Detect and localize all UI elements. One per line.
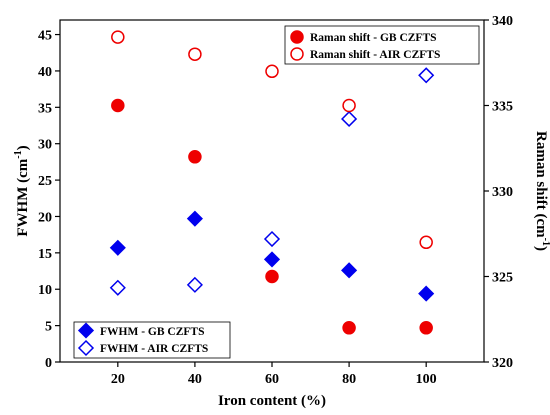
x-tick-label: 20: [111, 372, 125, 387]
fwhm-gb-point: [263, 251, 281, 268]
legend-marker-fwhm-air: [77, 339, 95, 357]
fwhm-gb-point: [418, 285, 435, 302]
x-tick-label: 100: [416, 372, 437, 387]
y-right-tick-label: 340: [492, 14, 513, 29]
x-axis-title: Iron content (%): [218, 393, 326, 409]
fwhm-air-point: [263, 230, 281, 248]
y-left-tick-label: 0: [45, 356, 52, 371]
legend-fwhm-box: [73, 321, 231, 359]
x-tick-label: 60: [265, 372, 279, 387]
y-left-tick-label: 10: [38, 283, 52, 298]
legend-label-fwhm-gb: FWHM - GB CZFTS: [100, 326, 204, 338]
legend-label-raman-air: Raman shift - AIR CZFTS: [310, 49, 440, 61]
y-left-tick-label: 45: [38, 29, 52, 44]
raman-gb-point: [419, 321, 433, 335]
raman-air-point: [419, 235, 433, 250]
raman-gb-point: [111, 98, 125, 113]
fwhm-air-point: [418, 67, 435, 84]
y-right-tick-label: 325: [492, 271, 513, 286]
y-left-tick-label: 35: [38, 101, 52, 116]
y-left-tick-label: 40: [38, 65, 52, 80]
y-left-tick-label: 25: [38, 174, 52, 189]
legend-fwhm: FWHM - GB CZFTS FWHM - AIR CZFTS: [73, 321, 231, 359]
legend-raman: Raman shift - GB CZFTS Raman shift - AIR…: [284, 25, 480, 65]
fwhm-air-point: [186, 276, 203, 293]
raman-gb-point: [188, 150, 202, 164]
y-left-tick-label: 30: [38, 138, 52, 153]
y-right-tick-label: 335: [492, 100, 513, 115]
raman-gb-point: [342, 321, 356, 335]
x-tick-label: 80: [342, 372, 356, 387]
raman-air-point: [111, 30, 125, 44]
raman-gb-point: [265, 269, 279, 284]
fwhm-gb-point: [186, 210, 203, 227]
y-right-tick-label: 320: [492, 356, 513, 371]
raman-air-point: [342, 98, 356, 113]
raman-air-point: [188, 47, 202, 61]
legend-marker-raman-air: [290, 47, 304, 61]
raman-air-point: [265, 64, 279, 79]
y-left-tick-label: 5: [45, 320, 52, 335]
legend-label-fwhm-air: FWHM - AIR CZFTS: [100, 343, 208, 355]
fwhm-air-point: [109, 279, 126, 296]
y-left-tick-label: 20: [38, 210, 52, 225]
data-marks: [109, 30, 435, 335]
tick-labels: 20 40 60 80 100 0 5 10 15 20 25 30 35 40 45 320 325 330 33…: [38, 14, 513, 387]
fwhm-gb-point: [109, 239, 126, 256]
x-tick-label: 40: [188, 372, 202, 387]
legend-label-raman-gb: Raman shift - GB CZFTS: [310, 32, 437, 44]
y-left-axis-title: FWHM (cm-1): [13, 145, 31, 236]
y-left-tick-label: 15: [38, 247, 52, 262]
y-right-tick-label: 330: [492, 185, 513, 200]
legend-marker-raman-gb: [290, 30, 304, 44]
y-right-axis-title: Raman shift (cm-1): [533, 131, 550, 251]
fwhm-air-point: [341, 110, 358, 128]
legend-marker-fwhm-gb: [77, 322, 95, 339]
ticks: [55, 19, 489, 367]
fwhm-gb-point: [341, 262, 358, 279]
legend-raman-box: [284, 25, 480, 65]
